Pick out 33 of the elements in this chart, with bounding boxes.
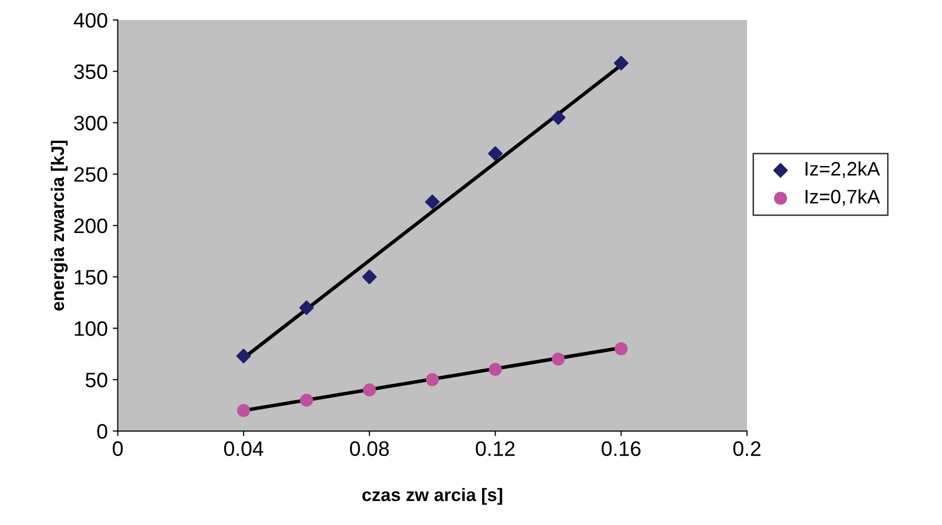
x-tick-label: 0.08 — [350, 441, 389, 456]
x-axis-title: czas zw arcia [s] — [362, 488, 502, 505]
x-tick-label: 0 — [112, 441, 123, 456]
point — [425, 194, 440, 210]
legend-label: Iz=2,2kA — [806, 161, 880, 178]
y-axis-title: energia zwarcia [kJ] — [50, 140, 68, 311]
point — [300, 394, 314, 407]
point — [614, 56, 628, 70]
point — [362, 383, 376, 396]
y-tick-label: 400 — [74, 12, 108, 28]
point — [237, 404, 250, 417]
point — [299, 300, 314, 315]
y-tick-label: 100 — [74, 321, 108, 336]
x-tick-label: 0.04 — [224, 441, 264, 456]
x-tick-label: 0.16 — [602, 441, 641, 456]
y-tick-label: 250 — [74, 167, 108, 182]
y-tick-label: 50 — [86, 372, 108, 388]
point — [426, 373, 439, 386]
point — [488, 362, 502, 376]
point — [552, 352, 565, 366]
y-tick-label: 300 — [74, 116, 108, 130]
x-tick-label: 0.2 — [733, 441, 760, 456]
point — [614, 342, 628, 356]
y-tick-label: 200 — [74, 218, 108, 234]
y-tick-label: 150 — [74, 270, 108, 285]
legend-label: Iz=0,7kA — [806, 189, 880, 206]
y-tick-label: 350 — [74, 64, 108, 80]
y-tick-label: 0 — [97, 424, 108, 439]
point — [362, 270, 377, 284]
point — [488, 146, 503, 161]
point — [236, 348, 251, 364]
point — [550, 110, 566, 125]
x-tick-label: 0.12 — [476, 441, 515, 456]
